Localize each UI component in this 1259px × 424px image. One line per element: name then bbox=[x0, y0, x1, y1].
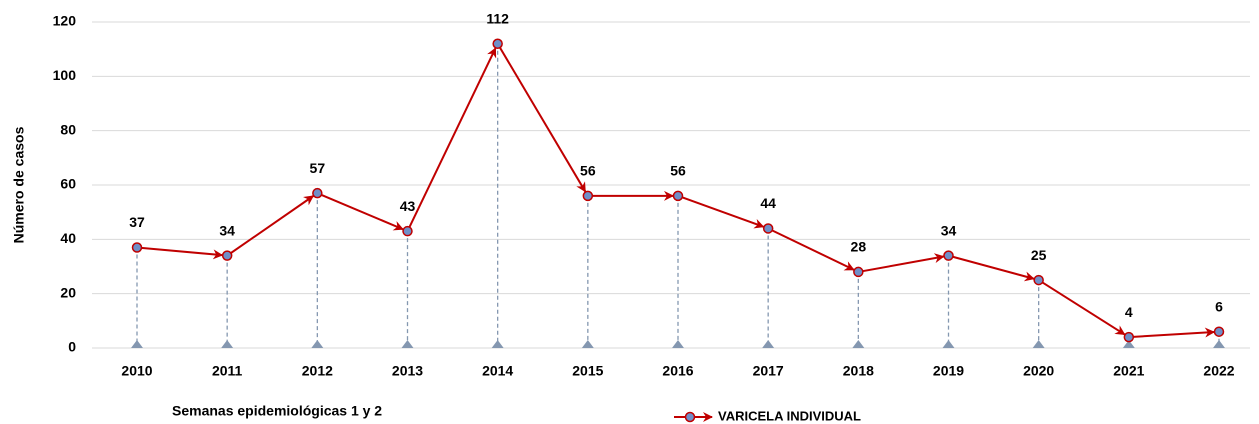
point bbox=[1123, 331, 1135, 343]
x-tick-label: 2017 bbox=[753, 363, 784, 379]
point bbox=[672, 190, 684, 202]
line-segment bbox=[1038, 279, 1126, 336]
line-segment bbox=[1128, 327, 1216, 339]
x-tick-label: 2016 bbox=[662, 363, 693, 379]
y-axis-label: Número de casos bbox=[11, 126, 27, 243]
x-tick-label: 2015 bbox=[572, 363, 603, 379]
point bbox=[943, 250, 954, 261]
data-label: 25 bbox=[1031, 247, 1047, 263]
data-label: 4 bbox=[1125, 304, 1133, 320]
x-tick-label: 2020 bbox=[1023, 363, 1054, 379]
line-segment bbox=[226, 195, 315, 257]
y-tick-label: 80 bbox=[60, 121, 76, 137]
data-label: 37 bbox=[129, 214, 145, 230]
drop-line-base bbox=[221, 340, 234, 348]
y-tick-label: 20 bbox=[60, 284, 76, 300]
x-tick-label: 2014 bbox=[482, 363, 513, 379]
drop-line-base bbox=[581, 340, 594, 348]
drop-line-base bbox=[131, 340, 143, 348]
drop-line-base bbox=[762, 340, 775, 348]
point bbox=[312, 187, 323, 199]
data-label: 28 bbox=[851, 239, 867, 255]
point bbox=[762, 223, 774, 234]
data-label: 43 bbox=[400, 198, 416, 214]
data-label: 57 bbox=[310, 160, 326, 176]
line-segment bbox=[406, 47, 497, 232]
point bbox=[1213, 326, 1225, 337]
line-segment bbox=[136, 246, 224, 260]
drop-line-base bbox=[1122, 340, 1135, 348]
data-label: 112 bbox=[486, 10, 509, 26]
y-tick-label: 120 bbox=[53, 13, 77, 29]
point bbox=[492, 38, 503, 49]
line-segment bbox=[316, 192, 404, 231]
y-tick-label: 100 bbox=[53, 67, 77, 83]
line-segment bbox=[767, 227, 855, 271]
legend-marker bbox=[684, 411, 696, 423]
legend-label: VARICELA INDIVIDUAL bbox=[718, 408, 861, 423]
data-label: 34 bbox=[219, 222, 235, 238]
data-label: 34 bbox=[941, 222, 957, 238]
point bbox=[221, 250, 233, 261]
x-tick-label: 2018 bbox=[843, 363, 874, 379]
data-label: 56 bbox=[580, 163, 596, 179]
x-tick-label: 2010 bbox=[121, 363, 152, 379]
x-axis-label: Semanas epidemiológicas 1 y 2 bbox=[172, 403, 382, 419]
drop-line-base bbox=[942, 340, 955, 348]
drop-line-base bbox=[1213, 340, 1225, 348]
drop-line-base bbox=[1032, 340, 1045, 348]
x-tick-label: 2019 bbox=[933, 363, 964, 379]
line-segment bbox=[677, 194, 765, 229]
point bbox=[1033, 274, 1044, 286]
line-segment bbox=[948, 254, 1035, 282]
y-tick-label: 40 bbox=[60, 230, 76, 246]
drop-line-base bbox=[852, 340, 865, 348]
point bbox=[582, 190, 594, 202]
drop-line-base bbox=[401, 340, 414, 348]
data-label: 44 bbox=[760, 195, 776, 211]
line-segment bbox=[496, 43, 587, 193]
x-tick-label: 2012 bbox=[302, 363, 333, 379]
line-segment bbox=[858, 253, 945, 273]
x-tick-label: 2022 bbox=[1203, 363, 1234, 379]
point bbox=[131, 242, 143, 253]
x-tick-label: 2011 bbox=[212, 363, 243, 379]
y-tick-label: 0 bbox=[68, 339, 76, 355]
x-tick-label: 2013 bbox=[392, 363, 423, 379]
drop-line-base bbox=[491, 340, 504, 348]
point bbox=[853, 266, 864, 278]
drop-line-base bbox=[311, 340, 324, 348]
data-label: 6 bbox=[1215, 298, 1223, 314]
point bbox=[402, 225, 413, 237]
y-tick-label: 60 bbox=[60, 176, 76, 192]
data-label: 56 bbox=[670, 163, 686, 179]
x-tick-label: 2021 bbox=[1113, 363, 1144, 379]
drop-line-base bbox=[672, 340, 684, 348]
